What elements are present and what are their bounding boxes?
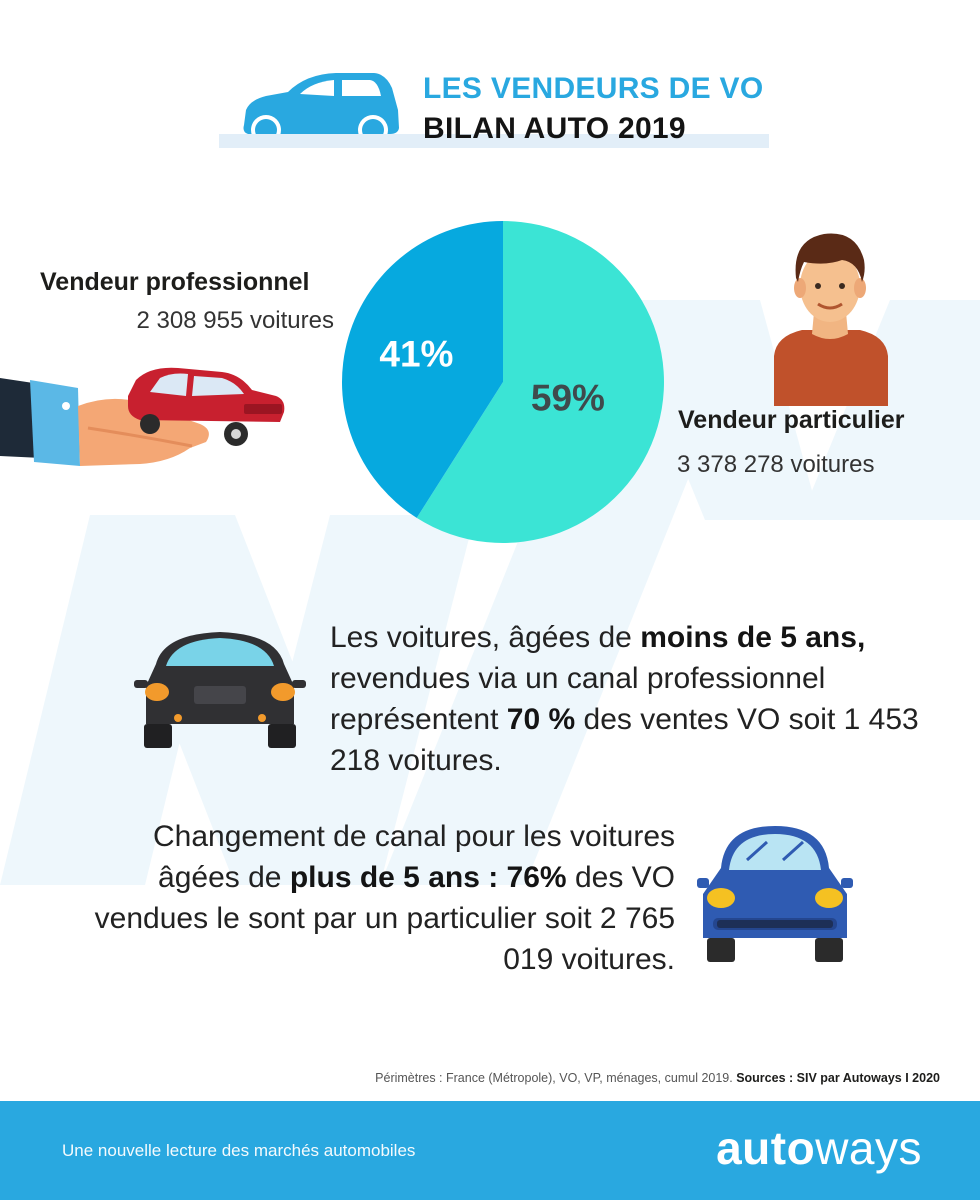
paragraph-over-5-years: Changement de canal pour les voitures âg… <box>94 820 675 976</box>
footer-bar: Une nouvelle lecture des marchés automob… <box>0 1101 980 1200</box>
page-subtitle: BILAN AUTO 2019 <box>423 112 686 145</box>
private-seller-title: Vendeur particulier <box>678 406 905 434</box>
autoways-logo: autoways <box>716 1122 922 1174</box>
pro-seller-count: 2 308 955 voitures <box>136 307 334 334</box>
pro-seller-title: Vendeur professionnel <box>40 268 310 296</box>
blue-car-front-icon <box>697 826 853 962</box>
hand-with-car-icon <box>0 367 285 466</box>
page-title: LES VENDEURS DE VO <box>423 72 764 105</box>
paragraph-under-5-years: Les voitures, âgées de moins de 5 ans, r… <box>330 621 919 777</box>
dark-car-front-icon <box>134 632 306 748</box>
pie-slice-particulier <box>416 221 664 543</box>
footer-tagline: Une nouvelle lecture des marchés automob… <box>62 1141 416 1160</box>
pie-chart: 59% 41% <box>341 221 664 543</box>
header-underline <box>219 134 769 148</box>
pie-slice-professionnel <box>341 221 503 518</box>
pie-label-particulier: 59% <box>531 378 605 419</box>
source-note: Périmètres : France (Métropole), VO, VP,… <box>375 1071 940 1085</box>
private-seller-count: 3 378 278 voitures <box>677 451 875 478</box>
pie-label-professionnel: 41% <box>379 334 453 375</box>
person-icon <box>774 233 888 406</box>
